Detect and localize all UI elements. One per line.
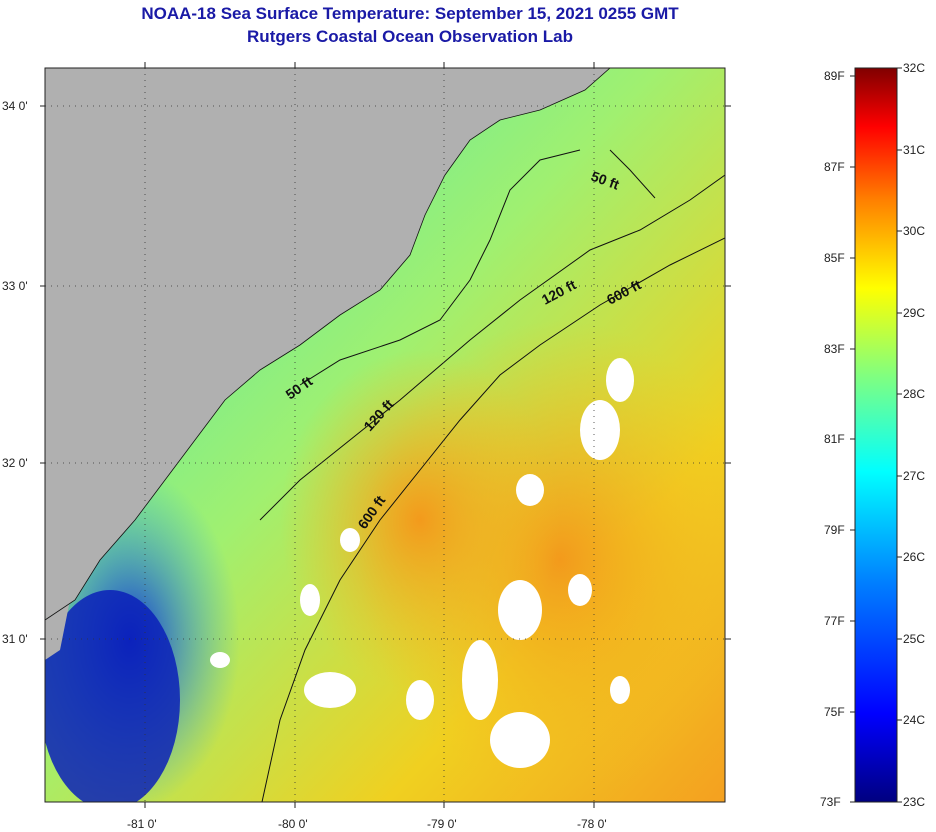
lon-tick-label: -79 0'	[427, 817, 457, 831]
lat-tick-label: 32 0'	[2, 456, 28, 470]
colorbar	[854, 67, 898, 803]
contour-50ft	[299, 149, 656, 386]
colorbar-label-c: 28C	[903, 387, 925, 401]
contour-600ft	[261, 237, 725, 802]
colorbar-label-c: 26C	[903, 550, 925, 564]
colorbar-label-c: 30C	[903, 224, 925, 238]
colorbar-label-c: 25C	[903, 632, 925, 646]
lat-tick-label: 31 0'	[2, 632, 28, 646]
lon-tick-label: -78 0'	[577, 817, 607, 831]
colorbar-label-c: 32C	[903, 61, 925, 75]
axis-ticks	[40, 62, 731, 808]
colorbar-label-c: 24C	[903, 713, 925, 727]
land-mass	[45, 68, 610, 620]
colorbar-ticks	[850, 67, 902, 803]
colorbar-label-c: 31C	[903, 143, 925, 157]
colorbar-label-f: 75F	[824, 705, 845, 719]
warm-water-region	[280, 350, 560, 690]
cold-water-region	[45, 590, 180, 802]
colorbar-label-c: 23C	[903, 795, 925, 809]
colorbar-label-c: 27C	[903, 469, 925, 483]
colorbar-label-f: 73F	[820, 795, 841, 809]
contour-120ft	[259, 174, 725, 521]
colorbar-label-f: 77F	[824, 614, 845, 628]
colorbar-label-c: 29C	[903, 306, 925, 320]
lat-tick-label: 34 0'	[2, 99, 28, 113]
colorbar-label-f: 89F	[824, 69, 845, 83]
colorbar-label-f: 85F	[824, 251, 845, 265]
land-island	[45, 600, 70, 660]
colorbar-label-f: 79F	[824, 523, 845, 537]
colorbar-label-f: 81F	[824, 432, 845, 446]
map-subtitle: Rutgers Coastal Ocean Observation Lab	[247, 27, 573, 46]
map-title: NOAA-18 Sea Surface Temperature: Septemb…	[141, 4, 679, 23]
colorbar-label-f: 87F	[824, 160, 845, 174]
map-panel: 50 ft 120 ft 600 ft 50 ft 120 ft 600 ft	[45, 68, 725, 802]
depth-contours	[45, 68, 725, 802]
coastline	[45, 68, 611, 621]
colorbar-label-f: 83F	[824, 342, 845, 356]
graticule	[45, 68, 725, 802]
lon-tick-label: -81 0'	[127, 817, 157, 831]
map-frame	[44, 67, 726, 803]
lat-tick-label: 33 0'	[2, 279, 28, 293]
cloud-mask	[210, 358, 634, 768]
lon-tick-label: -80 0'	[278, 817, 308, 831]
